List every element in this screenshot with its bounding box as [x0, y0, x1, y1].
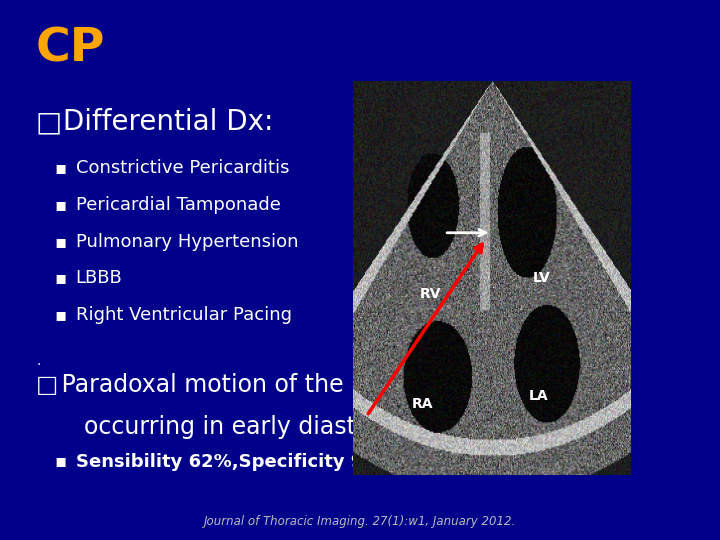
- Text: .: .: [36, 354, 40, 368]
- Text: □: □: [36, 108, 62, 136]
- Text: LA: LA: [528, 389, 549, 403]
- Text: Journal of Thoracic Imaging. 27(1):w1, January 2012.: Journal of Thoracic Imaging. 27(1):w1, J…: [204, 515, 516, 528]
- Text: ▪: ▪: [54, 159, 66, 177]
- Text: Paradoxal motion of the IVS: Paradoxal motion of the IVS: [54, 373, 390, 396]
- Text: Right Ventricular Pacing: Right Ventricular Pacing: [76, 306, 292, 324]
- Text: RA: RA: [411, 397, 433, 411]
- Text: occurring in early diastole: occurring in early diastole: [54, 415, 392, 438]
- Text: ▪: ▪: [54, 306, 66, 324]
- Text: ▪: ▪: [54, 453, 66, 470]
- Text: Pulmonary Hypertension: Pulmonary Hypertension: [76, 233, 298, 251]
- Text: Constrictive Pericarditis: Constrictive Pericarditis: [76, 159, 289, 177]
- Text: CP: CP: [36, 27, 106, 72]
- Text: ▪: ▪: [54, 269, 66, 287]
- Text: LV: LV: [532, 271, 550, 285]
- Text: ▪: ▪: [54, 233, 66, 251]
- Text: RV: RV: [420, 287, 441, 301]
- Text: Pericardial Tamponade: Pericardial Tamponade: [76, 196, 281, 214]
- Text: Differential Dx:: Differential Dx:: [54, 108, 274, 136]
- Text: ▪: ▪: [54, 196, 66, 214]
- Text: Sensibility 62%,Specificity 93%: Sensibility 62%,Specificity 93%: [76, 453, 394, 470]
- Text: □: □: [36, 373, 58, 396]
- Text: LBBB: LBBB: [76, 269, 122, 287]
